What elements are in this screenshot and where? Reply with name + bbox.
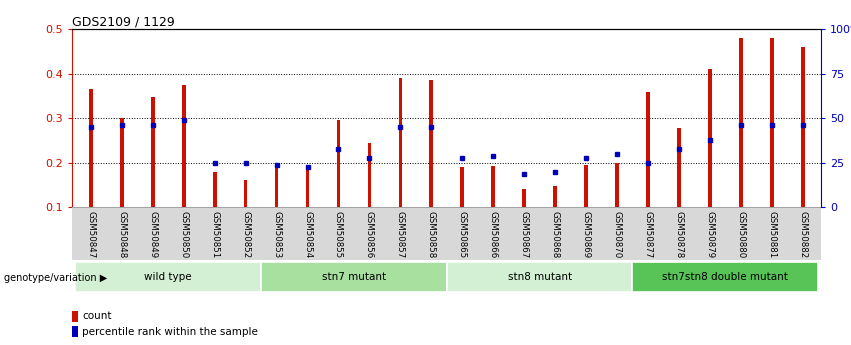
- Text: stn8 mutant: stn8 mutant: [507, 272, 572, 282]
- Text: GSM50848: GSM50848: [117, 211, 126, 258]
- Text: GSM50879: GSM50879: [705, 211, 714, 258]
- Bar: [261, 262, 447, 292]
- Bar: [368, 142, 371, 207]
- Bar: [553, 186, 557, 207]
- Bar: [275, 162, 278, 207]
- Bar: [708, 69, 711, 207]
- Bar: [398, 78, 403, 207]
- Text: GSM50847: GSM50847: [87, 211, 95, 258]
- Text: GSM50881: GSM50881: [768, 211, 776, 258]
- Text: count: count: [82, 311, 111, 321]
- Bar: [770, 38, 774, 207]
- Text: GSM50850: GSM50850: [180, 211, 188, 258]
- Bar: [337, 120, 340, 207]
- Bar: [447, 262, 632, 292]
- Bar: [76, 262, 261, 292]
- Bar: [213, 172, 216, 207]
- Text: GSM50855: GSM50855: [334, 211, 343, 258]
- Text: percentile rank within the sample: percentile rank within the sample: [82, 327, 258, 337]
- Bar: [430, 80, 433, 207]
- Text: genotype/variation ▶: genotype/variation ▶: [4, 273, 107, 283]
- Text: GSM50869: GSM50869: [581, 211, 591, 258]
- Bar: [739, 38, 743, 207]
- Text: GSM50866: GSM50866: [488, 211, 498, 258]
- Text: stn7stn8 double mutant: stn7stn8 double mutant: [662, 272, 788, 282]
- Bar: [306, 167, 310, 207]
- Text: stn7 mutant: stn7 mutant: [322, 272, 386, 282]
- Bar: [523, 189, 526, 207]
- Text: GSM50878: GSM50878: [674, 211, 683, 258]
- Bar: [460, 167, 464, 207]
- Text: GSM50877: GSM50877: [643, 211, 653, 258]
- Bar: [615, 162, 619, 207]
- Text: GSM50882: GSM50882: [798, 211, 807, 258]
- Bar: [72, 310, 78, 322]
- Bar: [151, 97, 155, 207]
- Text: GSM50851: GSM50851: [210, 211, 220, 258]
- Bar: [89, 89, 93, 207]
- Text: GSM50856: GSM50856: [365, 211, 374, 258]
- Bar: [72, 326, 78, 337]
- Text: GSM50868: GSM50868: [551, 211, 560, 258]
- Text: GDS2109 / 1129: GDS2109 / 1129: [72, 15, 175, 28]
- Text: GSM50865: GSM50865: [458, 211, 466, 258]
- Bar: [646, 91, 650, 207]
- Bar: [677, 128, 681, 207]
- Bar: [491, 166, 495, 207]
- Text: GSM50852: GSM50852: [241, 211, 250, 258]
- Text: GSM50853: GSM50853: [272, 211, 281, 258]
- Bar: [632, 262, 818, 292]
- Text: GSM50858: GSM50858: [427, 211, 436, 258]
- Bar: [801, 47, 804, 207]
- Text: GSM50870: GSM50870: [613, 211, 621, 258]
- Text: GSM50857: GSM50857: [396, 211, 405, 258]
- Text: GSM50867: GSM50867: [520, 211, 528, 258]
- Bar: [182, 85, 186, 207]
- Text: GSM50849: GSM50849: [148, 211, 157, 258]
- Text: wild type: wild type: [145, 272, 192, 282]
- Bar: [243, 180, 248, 207]
- Bar: [120, 118, 123, 207]
- Text: GSM50880: GSM50880: [736, 211, 745, 258]
- Bar: [584, 165, 588, 207]
- Text: GSM50854: GSM50854: [303, 211, 312, 258]
